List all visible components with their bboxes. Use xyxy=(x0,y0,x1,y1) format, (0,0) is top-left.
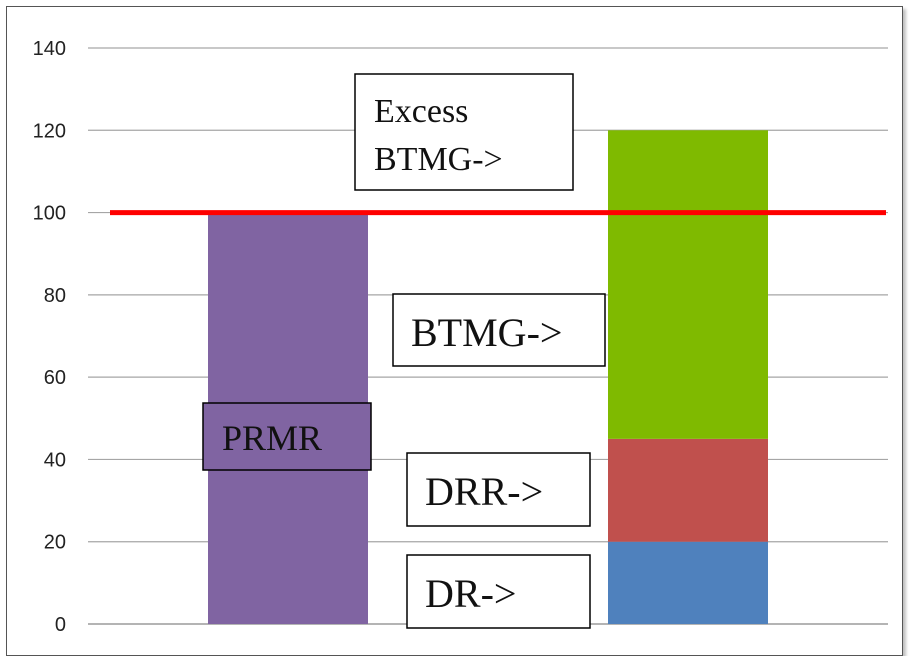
y-tick-label: 20 xyxy=(44,532,66,554)
y-tick-label: 140 xyxy=(33,38,66,60)
bar-segment xyxy=(608,130,768,213)
annotation-box xyxy=(392,293,606,367)
annotation-box xyxy=(202,402,372,471)
bar-segment xyxy=(608,438,768,542)
annotation-text: Excess xyxy=(374,93,468,130)
annotation-prmr: PRMR xyxy=(202,402,372,471)
y-axis-ticks: 0 20 40 60 80 100 120 140 xyxy=(33,38,66,636)
annotation-text: DR-> xyxy=(425,571,516,616)
annotation-excess-btmg: Excess BTMG-> xyxy=(354,73,574,191)
y-tick-label: 80 xyxy=(44,285,66,307)
annotation-text: BTMG-> xyxy=(374,141,503,178)
annotation-text: DRR-> xyxy=(425,469,543,514)
bar-segment xyxy=(608,212,768,439)
annotation-text: PRMR xyxy=(222,418,322,458)
annotation-box xyxy=(354,73,574,191)
bar-segment xyxy=(608,541,768,624)
y-tick-label: 40 xyxy=(44,449,66,471)
annotation-text: BTMG-> xyxy=(411,310,562,355)
annotation-dr: DR-> xyxy=(406,554,591,629)
annotation-box xyxy=(406,554,591,629)
y-tick-label: 60 xyxy=(44,367,66,389)
y-tick-label: 100 xyxy=(33,203,66,225)
y-tick-label: 120 xyxy=(33,120,66,142)
annotation-box xyxy=(406,452,591,527)
annotation-btmg: BTMG-> xyxy=(392,293,606,367)
annotation-drr: DRR-> xyxy=(406,452,591,527)
y-tick-label: 0 xyxy=(55,614,66,636)
